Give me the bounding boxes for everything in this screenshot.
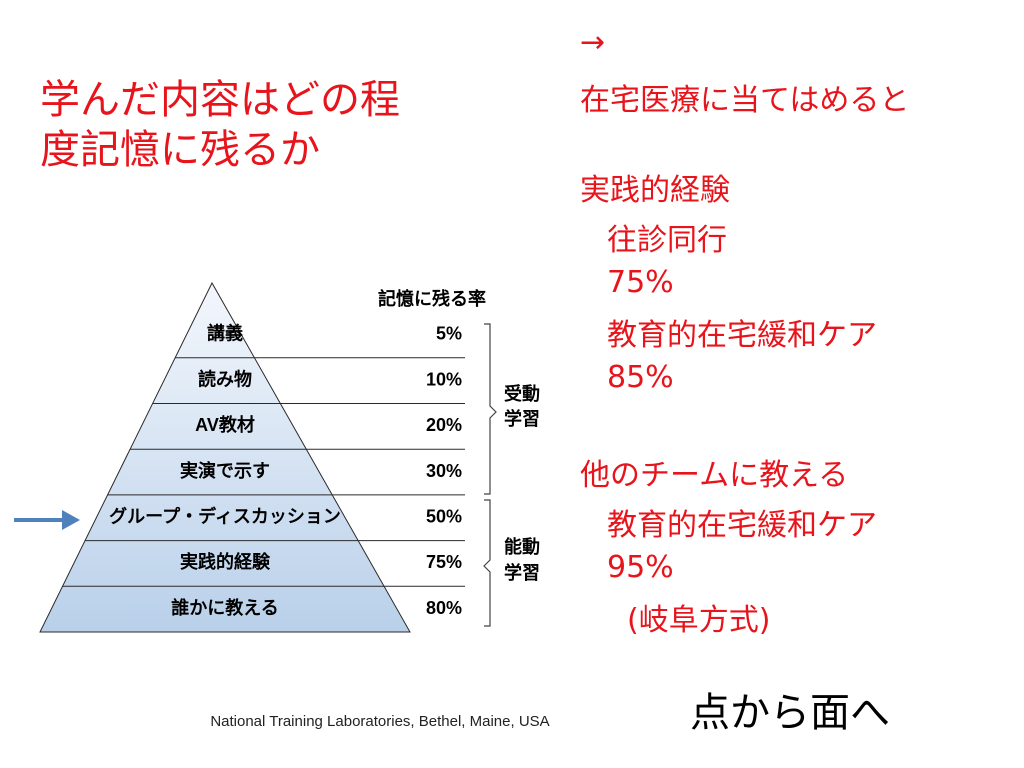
note: 95% xyxy=(607,550,674,585)
note: 往診同行 xyxy=(607,223,727,258)
level-rate: 20% xyxy=(426,415,462,435)
footer: 点から面へ xyxy=(690,690,890,736)
rate-header: 記憶に残る率 xyxy=(378,288,486,309)
level-label: 読み物 xyxy=(198,368,252,389)
note: 85% xyxy=(607,360,674,395)
note: (岐阜方式) xyxy=(627,603,771,638)
title: 学んだ内容はどの程 度記憶に残るか xyxy=(40,75,400,175)
group-label: 能動 xyxy=(504,536,540,557)
level-label: 誰かに教える xyxy=(171,597,278,618)
source: National Training Laboratories, Bethel, … xyxy=(210,713,549,730)
note: 教育的在宅緩和ケア xyxy=(607,318,877,353)
level-label: AV教材 xyxy=(195,414,255,435)
note: 教育的在宅緩和ケア xyxy=(607,508,877,543)
note: 実践的経験 xyxy=(580,173,730,208)
level-rate: 75% xyxy=(426,552,462,572)
level-rate: 30% xyxy=(426,461,462,481)
note: → xyxy=(580,25,606,60)
pyramid xyxy=(39,281,411,633)
level-label: グループ・ディスカッション xyxy=(109,506,341,527)
title-line: 学んだ内容はどの程 xyxy=(40,77,400,123)
group-label: 受動 xyxy=(504,383,540,404)
level-rate: 80% xyxy=(426,598,462,618)
note: 他のチームに教える xyxy=(580,458,849,493)
note: 75% xyxy=(607,265,674,300)
level-rate: 5% xyxy=(436,324,462,344)
level-label: 実践的経験 xyxy=(180,551,271,572)
level-label: 講義 xyxy=(207,323,243,344)
title-line: 度記憶に残るか xyxy=(40,127,320,173)
level-label: 実演で示す xyxy=(180,460,270,481)
level-rate: 10% xyxy=(426,369,462,389)
group-label: 学習 xyxy=(504,562,540,583)
group-label: 学習 xyxy=(504,408,540,429)
arrow xyxy=(14,510,80,530)
note: 在宅医療に当てはめると xyxy=(580,83,910,118)
level-rate: 50% xyxy=(426,507,462,527)
brackets xyxy=(483,323,497,627)
